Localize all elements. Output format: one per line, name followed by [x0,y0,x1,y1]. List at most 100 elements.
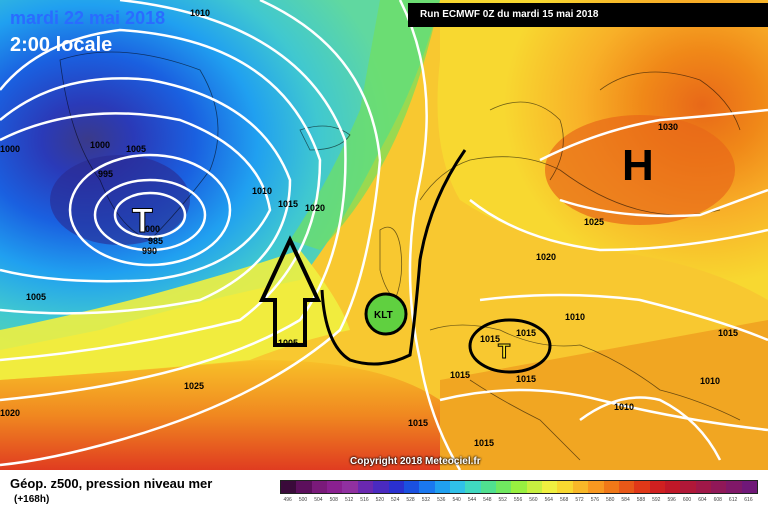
scale-swatch [649,481,665,493]
isobar-label: 1025 [184,381,204,391]
copyright-notice: Copyright 2018 Meteociel.fr [350,456,481,467]
isobar-label: 1000 [90,140,110,150]
scale-swatch [634,481,650,493]
forecast-time: 2:00 locale [10,34,113,56]
green-band [290,0,440,250]
scale-swatch [726,481,742,493]
thermal-low-ellipse [468,318,552,374]
southeast-zone [440,320,768,470]
isobar-label: 990 [142,246,157,256]
scale-value: 588 [636,497,646,503]
scale-value: 528 [406,497,415,503]
scale-swatch [419,481,435,493]
scale-swatch [526,481,543,493]
scale-swatch [296,481,312,493]
scale-value: 576 [590,497,600,503]
high-pressure-symbol: H [622,141,654,190]
scale-swatch [373,481,389,493]
scale-swatch [480,481,497,493]
scale-swatch [557,481,573,493]
scale-value: 504 [314,497,323,503]
scale-swatch [572,481,589,493]
scale-swatch [357,481,374,493]
color-scale-labels: 496 500 504 508 512 516 520 524 528 532 536 540 544 5… [280,497,756,503]
isobar-label: 1025 [584,217,604,227]
klt-circle [364,292,408,336]
isobar-label: 1015 [516,374,536,384]
isobar-label: 1000 [140,224,160,234]
isobar-label: 1020 [0,408,20,418]
isobar-label: 1015 [474,438,494,448]
isobar-label: 1010 [252,186,272,196]
scale-value: 572 [575,497,584,503]
scale-value: 604 [698,497,707,503]
scale-value: 540 [452,497,461,503]
isobar-label: 1005 [278,338,298,348]
scale-value: 552 [498,497,507,503]
forecast-date: mardi 22 mai 2018 [10,8,166,28]
scale-swatch [695,481,712,493]
scale-value: 580 [606,497,615,503]
scale-value: 568 [559,497,569,503]
scale-swatch [618,481,635,493]
scale-value: 584 [621,497,630,503]
isobar-label: 1015 [718,328,738,338]
isobar-label: 1010 [565,312,585,322]
scale-value: 612 [728,497,738,503]
high-core [545,115,735,225]
scale-value: 532 [421,497,431,503]
klt-label: KLT [374,310,393,321]
scale-value: 536 [437,497,446,503]
scale-swatch [403,481,420,493]
scale-swatch [680,481,696,493]
scale-swatch [711,481,727,493]
scale-value: 608 [713,497,722,503]
isobar-labels: 1010 1000 1005 995 990 985 1010 1015 102… [0,8,738,448]
isobar-label: 1015 [278,199,298,209]
scale-value: 520 [375,497,384,503]
scale-swatch [327,481,343,493]
scale-value: 556 [513,497,523,503]
scale-swatch [542,481,558,493]
isobar-label: 1020 [305,203,325,213]
isobar-label: 1005 [126,144,146,154]
isobar-label: 1030 [658,122,678,132]
scale-value: 524 [391,497,400,503]
isobar-label: 1020 [536,252,556,262]
forecast-lead-time: (+168h) [14,494,50,505]
model-run-label: Run ECMWF 0Z du mardi 15 mai 2018 [408,3,768,27]
isobars [0,0,768,470]
scale-swatch [388,481,404,493]
isobar-label: 1015 [450,370,470,380]
scale-value: 600 [682,497,692,503]
isobar-label: 1005 [26,292,46,302]
scale-swatch [511,481,527,493]
scale-swatch [311,481,328,493]
scale-value: 516 [360,497,369,503]
isobar-label: 1000 [0,144,20,154]
yellow-band [0,250,350,380]
low-pressure-zone [0,0,440,350]
thermal-low-symbol: T [498,341,510,363]
scale-value: 564 [544,497,553,503]
isobar-label: 1010 [614,402,634,412]
isobar-label: 1015 [480,334,500,344]
legend-footer: Géop. z500, pression niveau mer (+168h) … [0,470,768,512]
isobar-label: 1015 [408,418,428,428]
scale-swatch [664,481,681,493]
scale-value: 596 [667,497,676,503]
scale-value: 616 [744,497,753,503]
scale-value: 500 [298,497,308,503]
color-scale [280,480,758,494]
scale-value: 512 [344,497,354,503]
isobar-label: 985 [148,236,163,246]
scale-swatch [449,481,466,493]
scale-value: 508 [329,497,338,503]
scale-value: 548 [483,497,492,503]
trough-line [320,149,467,366]
weather-map: 1010 1000 1005 995 990 985 1010 1015 102… [0,0,768,470]
scale-value: 544 [467,497,477,503]
scale-value: 592 [652,497,661,503]
scale-swatch [603,481,619,493]
